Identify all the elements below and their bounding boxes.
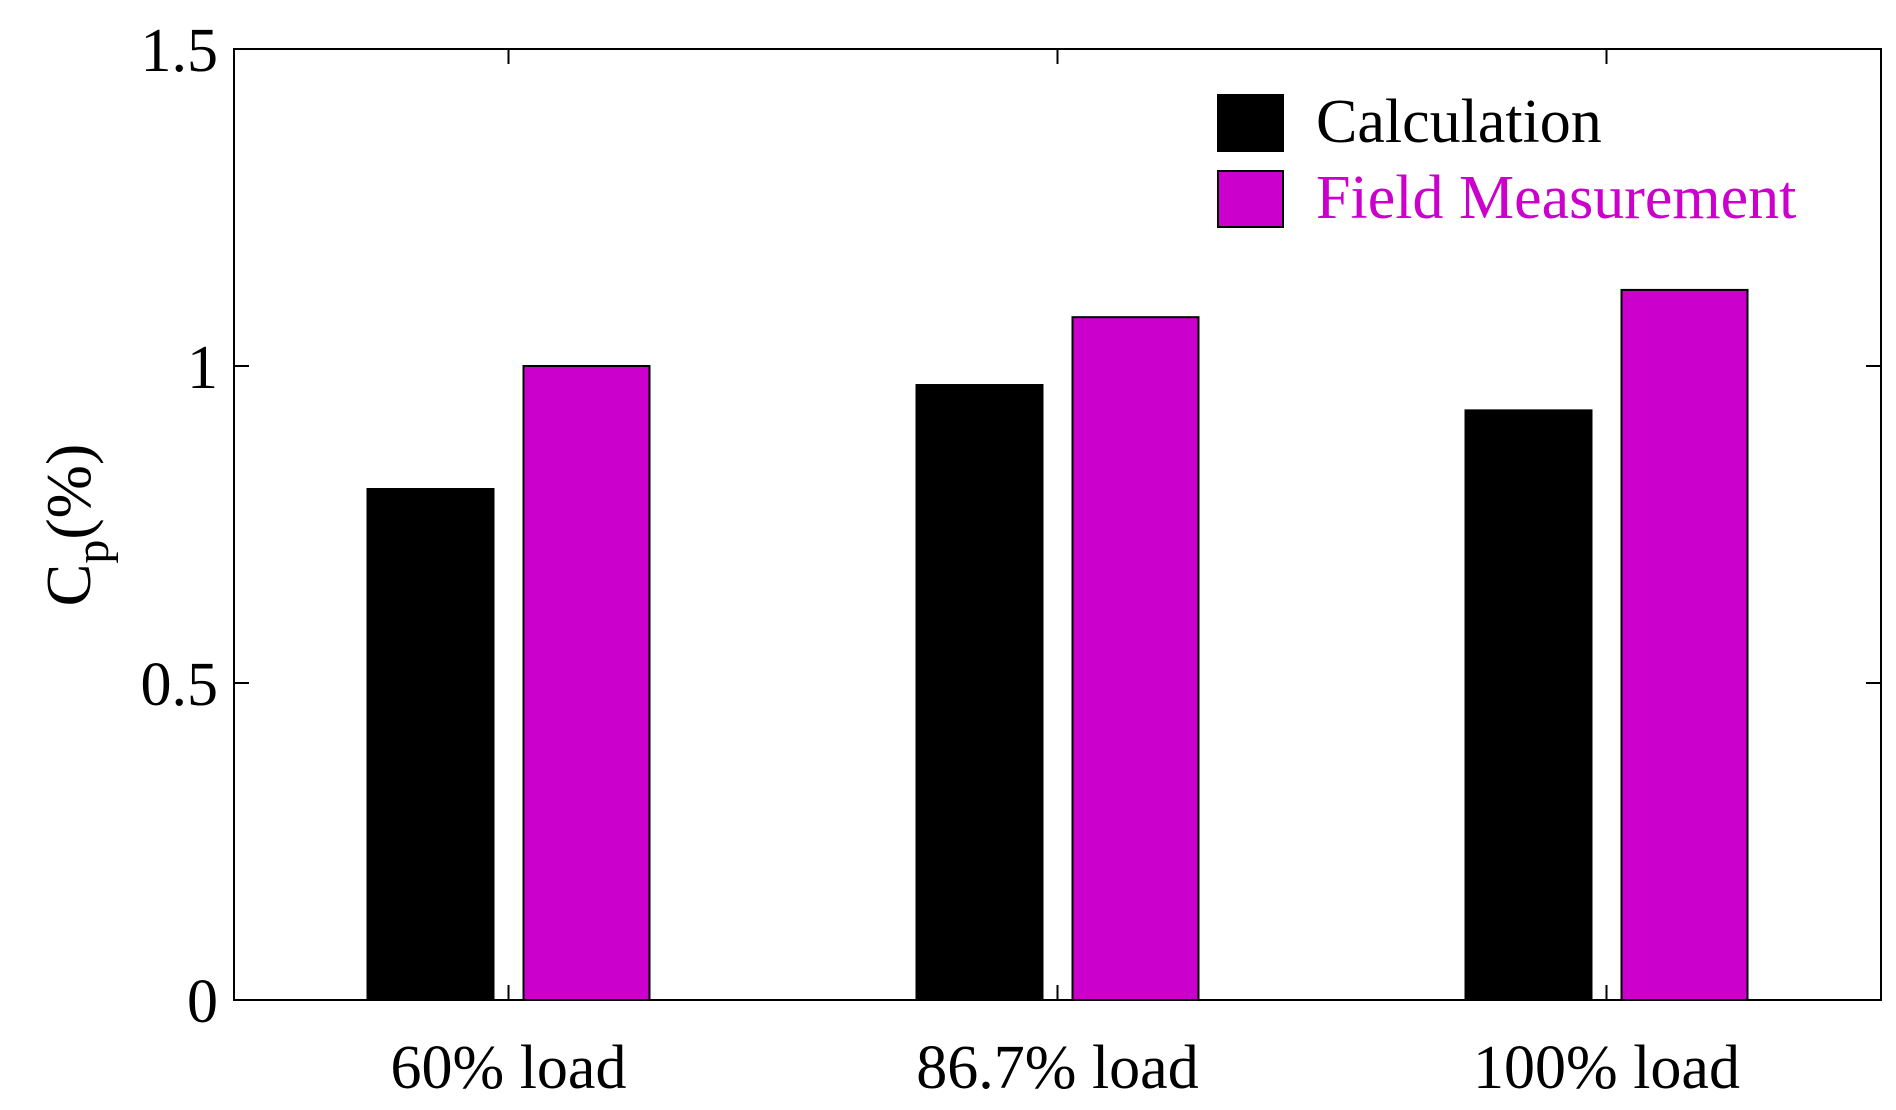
- y-tick-label-0: 0: [187, 968, 218, 1036]
- bar-calculation-100-load: [1464, 409, 1593, 1001]
- legend-swatch-field-measurement: [1217, 170, 1284, 228]
- y-axis-label-suffix: (%): [33, 444, 104, 540]
- legend-label-field-measurement: Field Measurement: [1316, 164, 1796, 232]
- bar-calculation-60-load: [366, 487, 495, 1001]
- legend: Calculation Field Measurement: [1217, 88, 1796, 232]
- legend-label-calculation: Calculation: [1316, 88, 1602, 156]
- y-axis-label-subscript: p: [66, 540, 119, 564]
- bars-layer: [366, 288, 1749, 1002]
- y-axis-label-base: C: [33, 564, 104, 607]
- bar-calculation-86-7-load: [915, 384, 1044, 1001]
- bar-field-measurement-86-7-load: [1071, 316, 1200, 1001]
- ticks-layer: [234, 48, 1881, 1001]
- bar-field-measurement-60-load: [522, 365, 651, 1001]
- x-tick-label-100-load: 100% load: [1473, 1034, 1740, 1102]
- bar-field-measurement-100-load: [1620, 288, 1749, 1002]
- y-axis-label: Cp(%): [33, 444, 119, 607]
- x-tick-label-86-7-load: 86.7% load: [916, 1034, 1198, 1102]
- y-tick-label-3: 1.5: [141, 17, 219, 85]
- legend-swatch-calculation: [1217, 94, 1284, 152]
- y-tick-labels: 0 0.5 1 1.5: [141, 17, 219, 1036]
- x-tick-label-60-load: 60% load: [391, 1034, 627, 1102]
- x-tick-labels: 60% load 86.7% load 100% load: [391, 1034, 1740, 1102]
- y-tick-label-2: 1: [187, 334, 218, 402]
- y-tick-label-1: 0.5: [141, 651, 219, 719]
